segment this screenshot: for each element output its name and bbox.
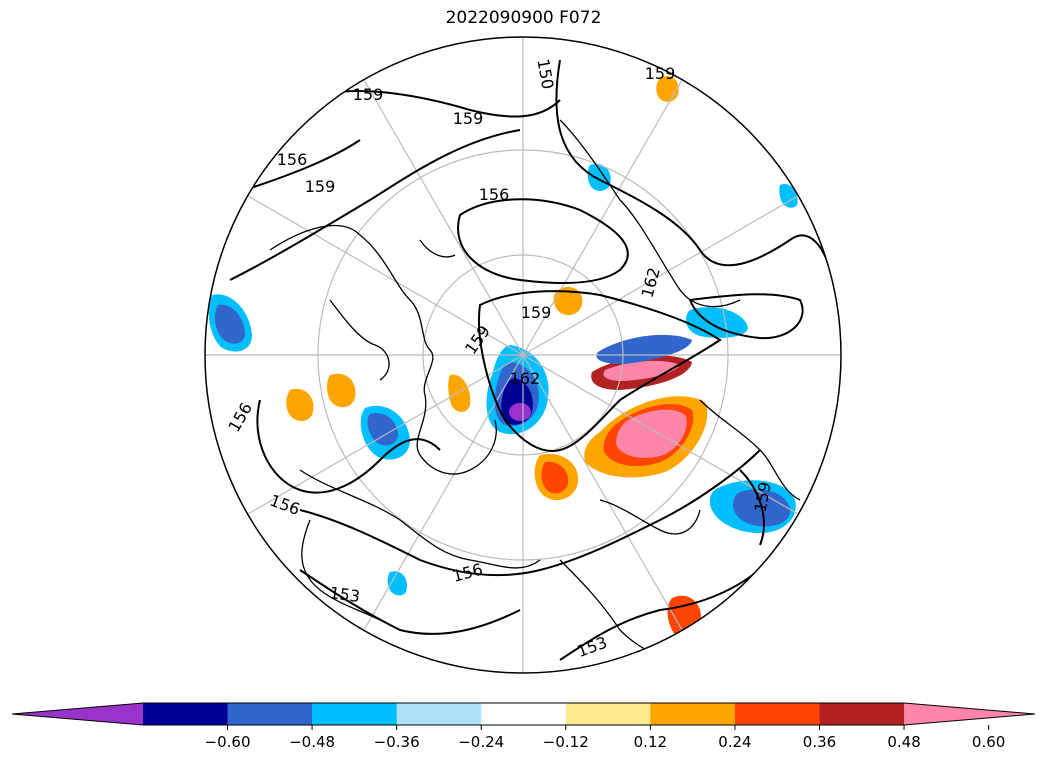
contour-label: 156: [224, 399, 256, 435]
positive-anomaly-region: [286, 388, 314, 422]
negative-anomaly-region: [387, 571, 408, 596]
colorbar-tick-label: 0.48: [887, 733, 920, 751]
colorbar-tick-label: −0.24: [458, 733, 504, 751]
colorbar-bin: [142, 703, 229, 725]
colorbar-tick-label: −0.60: [205, 733, 251, 751]
contour-label: 153: [575, 633, 610, 661]
positive-anomaly-region: [448, 374, 471, 413]
colorbar-bin: [565, 703, 651, 725]
contour-label: 159: [521, 303, 552, 322]
negative-anomaly-region: [214, 304, 245, 344]
positive-anomaly-region: [327, 373, 356, 408]
contour-label: 162: [638, 265, 664, 299]
colorbar-tick-label: −0.36: [374, 733, 420, 751]
negative-anomaly-region: [685, 307, 748, 338]
contour-label: 156: [479, 185, 510, 204]
polar-map: 150 159 159 159 156 159 156 162 159 159 …: [204, 36, 842, 674]
contour-label: 159: [453, 109, 484, 128]
colorbar-tick-label: 0.12: [634, 733, 667, 751]
negative-anomaly-region: [779, 184, 798, 208]
contour-label: 153: [328, 583, 361, 606]
colorbar: −0.60 −0.48 −0.36 −0.24 −0.12 0.12 0.24 0.36 0.4…: [11, 702, 1036, 751]
colorbar-bin: [734, 703, 820, 725]
colorbar-bin: [396, 703, 482, 725]
colorbar-bin: [904, 703, 1035, 725]
colorbar-bin: [819, 703, 905, 725]
colorbar-tick-label: −0.12: [543, 733, 589, 751]
contour-label: 150: [533, 57, 557, 90]
colorbar-tick-label: 0.24: [718, 733, 751, 751]
contour-label: 159: [305, 177, 336, 196]
colorbar-bin: [312, 703, 398, 725]
colorbar-tick-label: −0.48: [289, 733, 335, 751]
colorbar-bin: [12, 703, 143, 725]
height-contours: [229, 59, 831, 661]
contour-label: 159: [353, 85, 384, 104]
contour-label: 156: [277, 150, 308, 169]
colorbar-bin: [227, 703, 313, 725]
contour-label: 159: [645, 64, 676, 83]
contour-label: 156: [450, 560, 484, 586]
negative-anomaly-region: [587, 163, 611, 191]
map-title: 2022090900 F072: [445, 8, 602, 28]
positive-anomaly-region: [553, 286, 583, 316]
negative-anomaly-region: [367, 413, 398, 446]
negative-anomaly-region: [596, 334, 692, 364]
map-boundary: [204, 36, 842, 674]
colorbar-outline: [11, 702, 1036, 726]
colorbar-bin: [650, 703, 736, 725]
positive-anomaly-region: [541, 461, 569, 494]
colorbar-tick-label: 0.60: [972, 733, 1005, 751]
positive-anomaly-region: [616, 409, 687, 458]
anomaly-fill-layer: [208, 75, 798, 638]
negative-anomaly-region: [509, 403, 531, 421]
colorbar-tick-label: 0.36: [803, 733, 836, 751]
contour-label: 156: [267, 491, 302, 519]
colorbar-bin: [481, 703, 567, 725]
contour-label: 159: [461, 322, 494, 358]
graticule: [205, 37, 841, 673]
contour-label: 162: [510, 369, 541, 388]
